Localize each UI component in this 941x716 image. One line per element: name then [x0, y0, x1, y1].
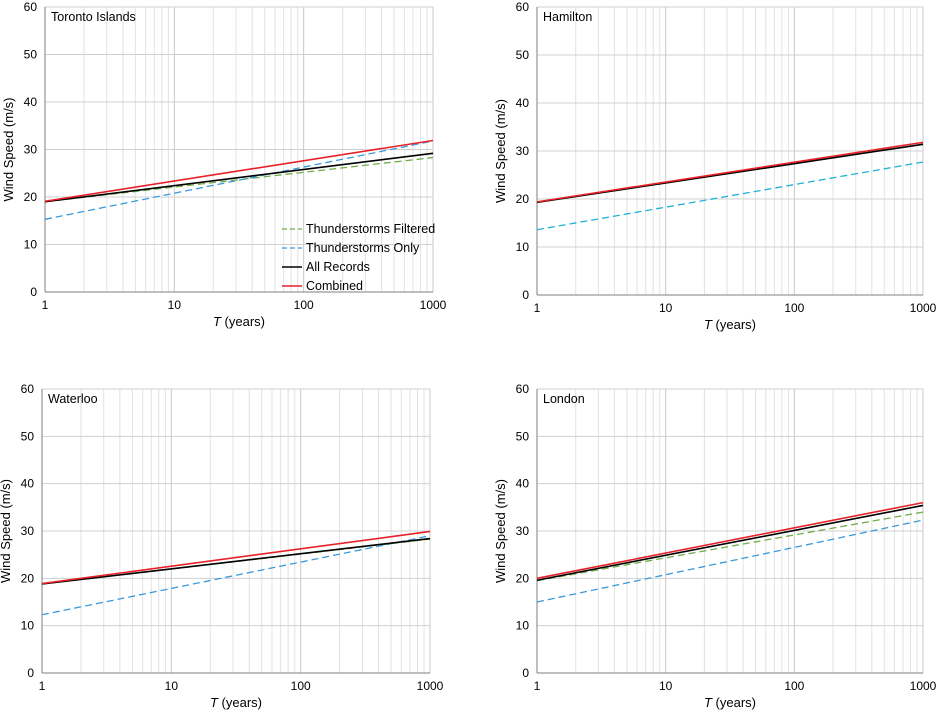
y-tick-label: 60 [516, 382, 530, 396]
panel-title: Toronto Islands [51, 10, 136, 24]
x-tick-label: 1 [534, 679, 541, 693]
series-line-combined [44, 139, 434, 203]
series-line-combined [536, 141, 924, 203]
chart-panel-2: 0 10 20 30 40 50 60 1 10 100 1000 T (years) Wind Spe… [0, 382, 444, 710]
y-axis-title: Wind Speed (m/s) [0, 479, 13, 583]
panel-title: Waterloo [48, 392, 98, 406]
y-tick-label: 10 [516, 619, 530, 633]
y-tick-label: 40 [21, 477, 35, 491]
y-tick-label: 60 [21, 382, 35, 396]
x-axis-title-symbol: T [704, 695, 713, 710]
x-axis-title-units: (years) [218, 695, 262, 710]
x-axis-title-units: (years) [712, 695, 756, 710]
x-axis-title-units: (years) [712, 317, 756, 332]
legend-label: Combined [306, 279, 363, 293]
y-axis-title: Wind Speed (m/s) [493, 99, 508, 203]
series-line-all-records [536, 504, 924, 582]
y-tick-label: 0 [522, 288, 529, 302]
y-tick-label: 0 [30, 285, 37, 299]
y-tick-label: 30 [24, 143, 38, 157]
x-tick-label: 10 [165, 679, 179, 693]
x-tick-label: 100 [291, 679, 311, 693]
x-tick-label: 1000 [910, 679, 937, 693]
legend-label: Thunderstorms Filtered [306, 222, 435, 236]
y-tick-label: 50 [21, 429, 35, 443]
x-tick-label: 1 [42, 298, 49, 312]
x-tick-label: 10 [168, 298, 182, 312]
y-tick-label: 10 [24, 238, 38, 252]
y-tick-label: 50 [24, 48, 38, 62]
y-axis-title: Wind Speed (m/s) [1, 97, 16, 201]
y-axis-title: Wind Speed (m/s) [493, 479, 508, 583]
series-line-all-records [41, 537, 431, 585]
y-tick-label: 40 [24, 95, 38, 109]
y-tick-label: 10 [21, 619, 35, 633]
series-line-thunderstorms-only [44, 140, 434, 220]
panel-title: London [543, 392, 585, 406]
chart-panel-0: 0 10 20 30 40 50 60 1 10 100 1000 T (years) Wind Spe… [1, 0, 447, 329]
x-axis-title-units: (years) [221, 314, 265, 329]
x-axis-title: T (years) [704, 317, 756, 332]
y-tick-label: 30 [516, 524, 530, 538]
x-tick-label: 100 [784, 301, 804, 315]
x-tick-label: 1000 [910, 301, 937, 315]
chart-panel-1: 0 10 20 30 40 50 60 1 10 100 1000 T (years) Wind Spe… [493, 0, 937, 332]
legend: Thunderstorms Filtered Thunderstorms Only… [282, 222, 435, 293]
legend-label: All Records [306, 260, 370, 274]
x-tick-label: 10 [659, 679, 673, 693]
series-line-combined [536, 501, 924, 580]
y-tick-label: 0 [27, 666, 34, 680]
y-tick-label: 60 [24, 0, 38, 14]
x-axis-title: T (years) [213, 314, 265, 329]
y-tick-label: 50 [516, 48, 530, 62]
legend-label: Thunderstorms Only [306, 241, 420, 255]
y-tick-label: 30 [21, 524, 35, 538]
x-axis-title: T (years) [210, 695, 262, 710]
series-line-all-records [44, 152, 434, 203]
x-tick-label: 1000 [420, 298, 447, 312]
series-line-thunderstorms-filtered [44, 156, 434, 203]
y-tick-label: 20 [21, 571, 35, 585]
y-tick-label: 10 [516, 240, 530, 254]
y-tick-label: 20 [516, 571, 530, 585]
series-line-combined [41, 530, 431, 585]
y-tick-label: 0 [522, 666, 529, 680]
x-axis-title: T (years) [704, 695, 756, 710]
x-tick-label: 100 [784, 679, 804, 693]
y-tick-label: 40 [516, 96, 530, 110]
x-tick-label: 1 [39, 679, 46, 693]
x-tick-label: 1000 [417, 679, 444, 693]
panel-title: Hamilton [543, 10, 592, 24]
x-axis-title-symbol: T [213, 314, 222, 329]
x-tick-label: 1 [534, 301, 541, 315]
y-tick-label: 30 [516, 144, 530, 158]
x-axis-title-symbol: T [210, 695, 219, 710]
x-tick-label: 10 [659, 301, 673, 315]
x-tick-label: 100 [294, 298, 314, 312]
series-line-thunderstorms-only [536, 519, 924, 603]
x-axis-title-symbol: T [704, 317, 713, 332]
chart-panel-3: 0 10 20 30 40 50 60 1 10 100 1000 T (years) Wind Spe… [493, 382, 937, 710]
y-tick-label: 20 [516, 192, 530, 206]
y-tick-label: 20 [24, 190, 38, 204]
y-tick-label: 60 [516, 0, 530, 14]
y-tick-label: 50 [516, 429, 530, 443]
series-line-thunderstorms-filtered [536, 511, 924, 582]
y-tick-label: 40 [516, 477, 530, 491]
